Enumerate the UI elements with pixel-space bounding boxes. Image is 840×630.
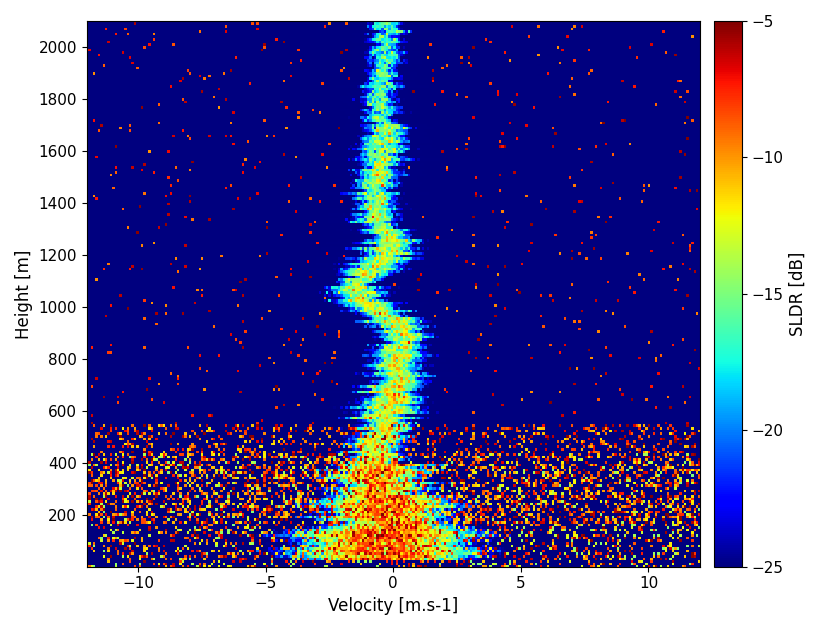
- Y-axis label: Height [m]: Height [m]: [15, 249, 33, 338]
- X-axis label: Velocity [m.s-1]: Velocity [m.s-1]: [328, 597, 459, 615]
- Y-axis label: SLDR [dB]: SLDR [dB]: [789, 251, 807, 336]
